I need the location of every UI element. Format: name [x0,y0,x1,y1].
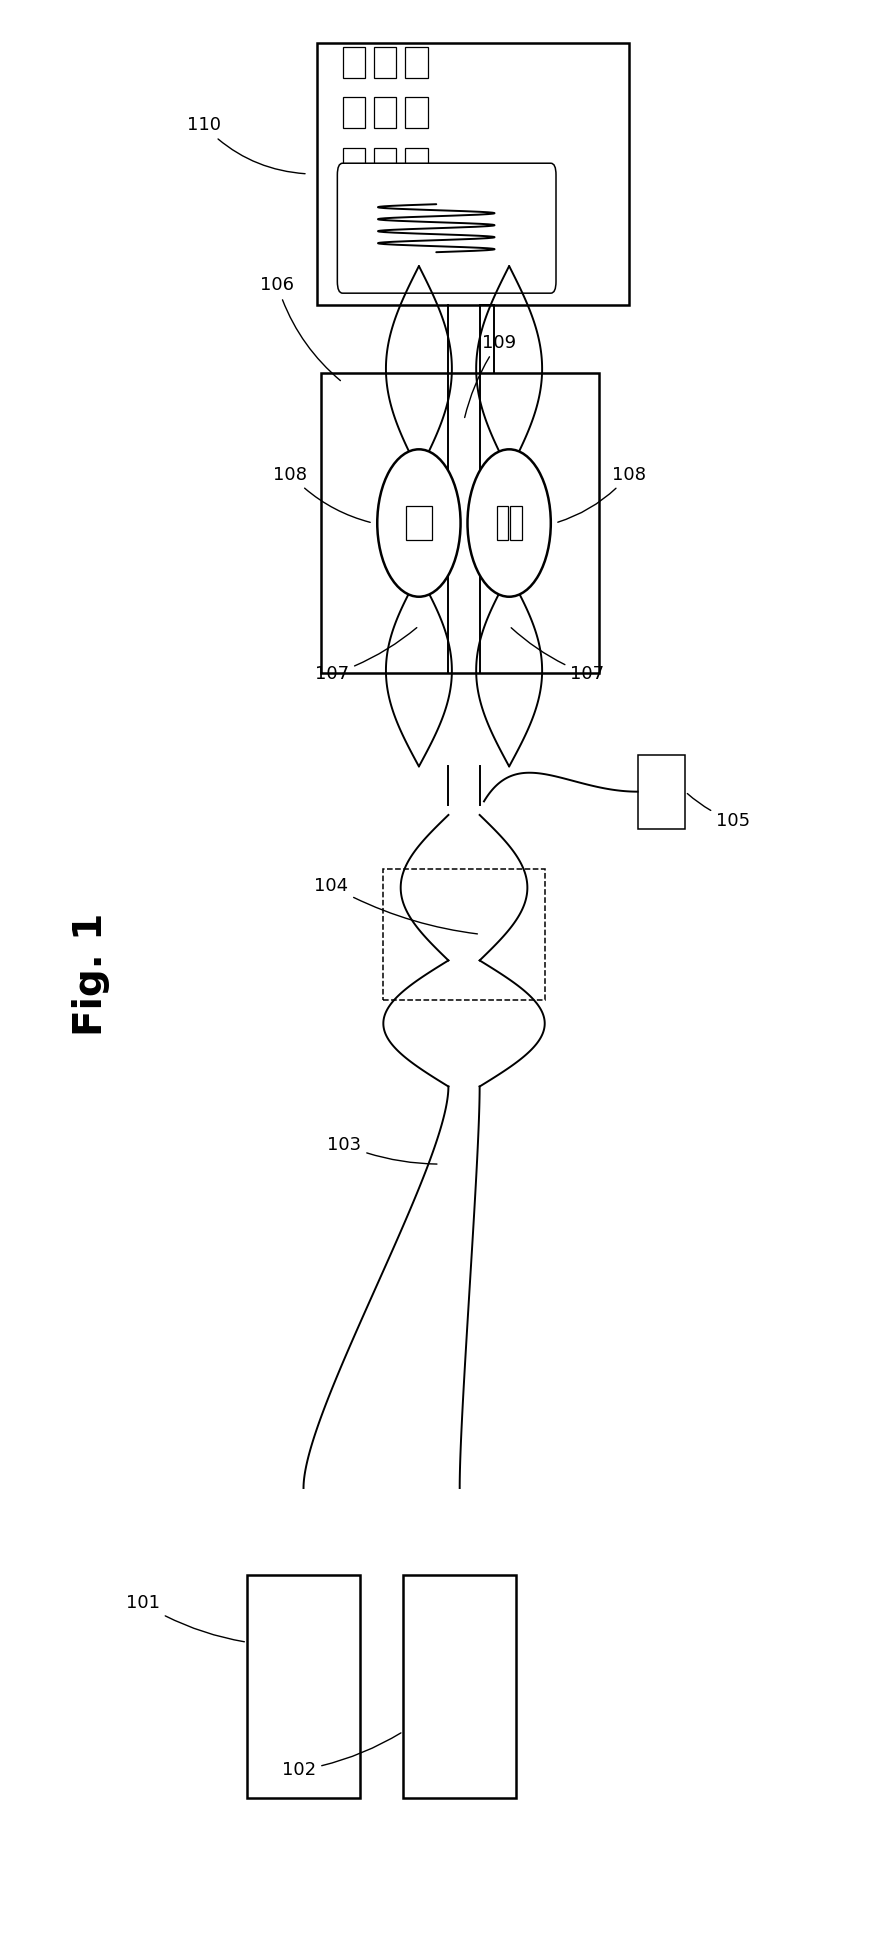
Bar [405,97,427,129]
Text: 102: 102 [282,1734,401,1779]
Ellipse shape [378,450,461,596]
Text: 107: 107 [315,627,417,684]
Bar [343,148,365,179]
Bar [374,148,396,179]
Text: 104: 104 [314,877,477,933]
Text: 106: 106 [260,277,341,380]
Bar [247,1576,360,1798]
Bar [343,47,365,78]
FancyBboxPatch shape [337,164,556,294]
Bar [374,97,396,129]
Text: 108: 108 [558,466,646,522]
Bar [374,47,396,78]
Text: 105: 105 [688,793,750,830]
Text: 110: 110 [187,117,305,173]
Ellipse shape [468,450,551,596]
Bar [384,869,545,999]
Bar [405,148,427,179]
Bar [343,97,365,129]
Bar [497,506,508,540]
Bar [638,754,685,828]
Text: 101: 101 [126,1593,244,1642]
Text: 103: 103 [328,1136,437,1165]
Bar [406,506,432,540]
Bar [321,372,598,674]
Bar [511,506,522,540]
Text: 108: 108 [273,466,371,522]
Bar [316,43,629,304]
Text: 107: 107 [512,627,604,684]
Bar [405,47,427,78]
Text: 109: 109 [464,333,516,417]
Bar [403,1576,516,1798]
Text: Fig. 1: Fig. 1 [72,912,110,1036]
